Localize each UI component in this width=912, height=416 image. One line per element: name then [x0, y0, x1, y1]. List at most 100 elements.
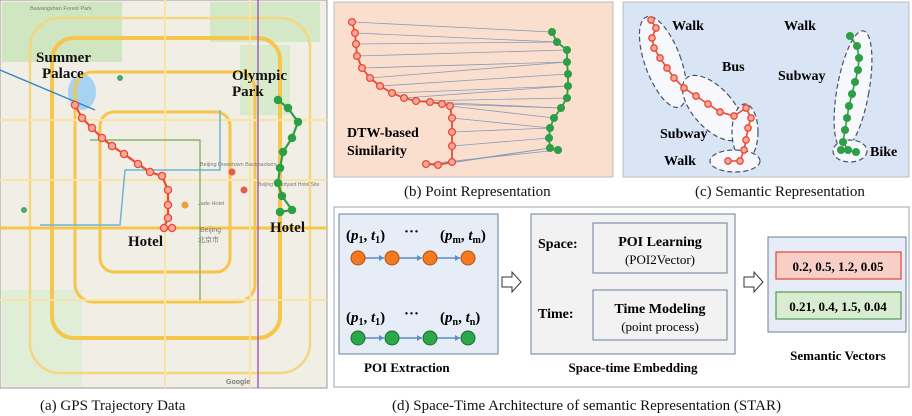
mode-label: Subway	[778, 69, 825, 84]
vector-red	[775, 251, 902, 280]
space-label: Space:	[538, 237, 578, 252]
caption-b: (b) Point Representation	[404, 184, 551, 200]
b-green-point	[556, 103, 566, 113]
b-red-point	[351, 39, 361, 49]
dtw-link	[441, 103, 562, 109]
b-red-point	[421, 159, 431, 169]
dtw-link	[451, 137, 550, 147]
vector-green-text: 0.21, 0.4, 1.5, 0.04	[789, 299, 887, 314]
dtw-link	[451, 127, 551, 133]
green-trajectory-line	[276, 99, 300, 214]
mode-label: Walk	[672, 19, 704, 34]
green-poi-node	[350, 330, 366, 346]
point-representation-panel: DTW-based Similarity	[333, 1, 614, 178]
c-red-point	[744, 124, 752, 132]
b-red-point	[425, 97, 435, 107]
b-red-point	[437, 99, 447, 109]
map-green-point	[287, 133, 297, 143]
c-red-point	[740, 146, 748, 154]
c-green-point	[842, 113, 852, 123]
map-red-point	[159, 223, 169, 233]
orange-poi-node	[384, 250, 400, 266]
hotel-label: Hotel	[270, 220, 305, 236]
ellipsis: ···	[404, 224, 419, 240]
c-green-point	[845, 31, 855, 41]
orange-poi-node	[460, 250, 476, 266]
arrowhead-icon	[417, 255, 422, 261]
c-red-point	[724, 157, 732, 165]
b-red-point	[347, 17, 357, 27]
dtw-link	[351, 21, 553, 33]
hotel-label: Hotel	[128, 234, 163, 250]
c-green-point	[844, 101, 854, 111]
arrowhead-icon	[379, 255, 384, 261]
map-place-label: Beijing	[200, 227, 221, 234]
c-red-point	[647, 16, 655, 24]
poi-pin-icon	[117, 75, 123, 81]
b-red-point	[365, 73, 375, 83]
map-green-point	[273, 95, 283, 105]
summer-palace-label: Palace	[42, 66, 84, 82]
b-green-point	[563, 81, 573, 91]
dtw-link	[403, 85, 569, 99]
green-series-points	[544, 27, 573, 155]
map-green-point	[293, 117, 303, 127]
b-green-point	[544, 133, 554, 143]
c-green-point	[854, 53, 864, 63]
mode-label: Walk	[664, 154, 696, 169]
c-green-point	[850, 77, 860, 87]
poi-left-symbol: (p1, t1)	[346, 310, 385, 328]
b-green-point	[562, 93, 572, 103]
map-red-point	[107, 141, 117, 151]
c-red-point	[742, 104, 750, 112]
b-red-point	[387, 88, 397, 98]
flow-arrow-icon	[743, 270, 764, 294]
caption-a: (a) GPS Trajectory Data	[40, 398, 186, 414]
mode-label: Bike	[870, 145, 897, 160]
c-red-point	[736, 157, 744, 165]
b-red-point	[445, 101, 455, 111]
c-red-point	[692, 92, 700, 100]
b-green-point	[549, 113, 559, 123]
c-red-point	[704, 100, 712, 108]
c-green-point	[840, 125, 850, 135]
flow-arrow-icon	[501, 270, 522, 294]
poi-pin-icon	[181, 201, 189, 209]
orange-poi-node	[422, 250, 438, 266]
b-red-point	[433, 160, 443, 170]
b-green-point	[563, 69, 573, 79]
poi-pin-icon	[21, 207, 27, 213]
subway-line	[0, 69, 96, 111]
b-green-point	[547, 27, 557, 37]
mode-label: Subway	[660, 127, 707, 142]
subway-line	[40, 110, 221, 226]
b-red-point	[352, 51, 362, 61]
ellipsis: ···	[404, 306, 419, 322]
green-poi-sequence	[350, 330, 476, 346]
olympic-park-label: Park	[232, 84, 264, 100]
gps-map-panel: Bawangshan Forest Park Beijing Downtown …	[0, 0, 328, 389]
dtw-link	[354, 32, 558, 43]
b-green-point	[552, 37, 562, 47]
b-red-point	[399, 93, 409, 103]
subway-line	[90, 139, 201, 300]
b-red-point	[350, 28, 360, 38]
b-green-point	[562, 57, 572, 67]
c-green-point	[852, 41, 862, 51]
vector-green	[775, 291, 902, 320]
c-red-point	[663, 64, 671, 72]
b-green-point	[553, 145, 563, 155]
map-red-point	[145, 167, 155, 177]
map-red-point	[157, 171, 167, 181]
time-modeling-sub: (point process)	[621, 319, 699, 334]
b-green-point	[562, 45, 572, 55]
poi-learning-box	[592, 222, 728, 274]
c-green-point	[838, 137, 848, 147]
c-red-point	[742, 136, 750, 144]
dtw-link	[451, 117, 551, 129]
dtw-link	[379, 73, 569, 87]
map-red-point	[163, 185, 173, 195]
mode-label: Walk	[784, 19, 816, 34]
park-area	[2, 2, 122, 62]
